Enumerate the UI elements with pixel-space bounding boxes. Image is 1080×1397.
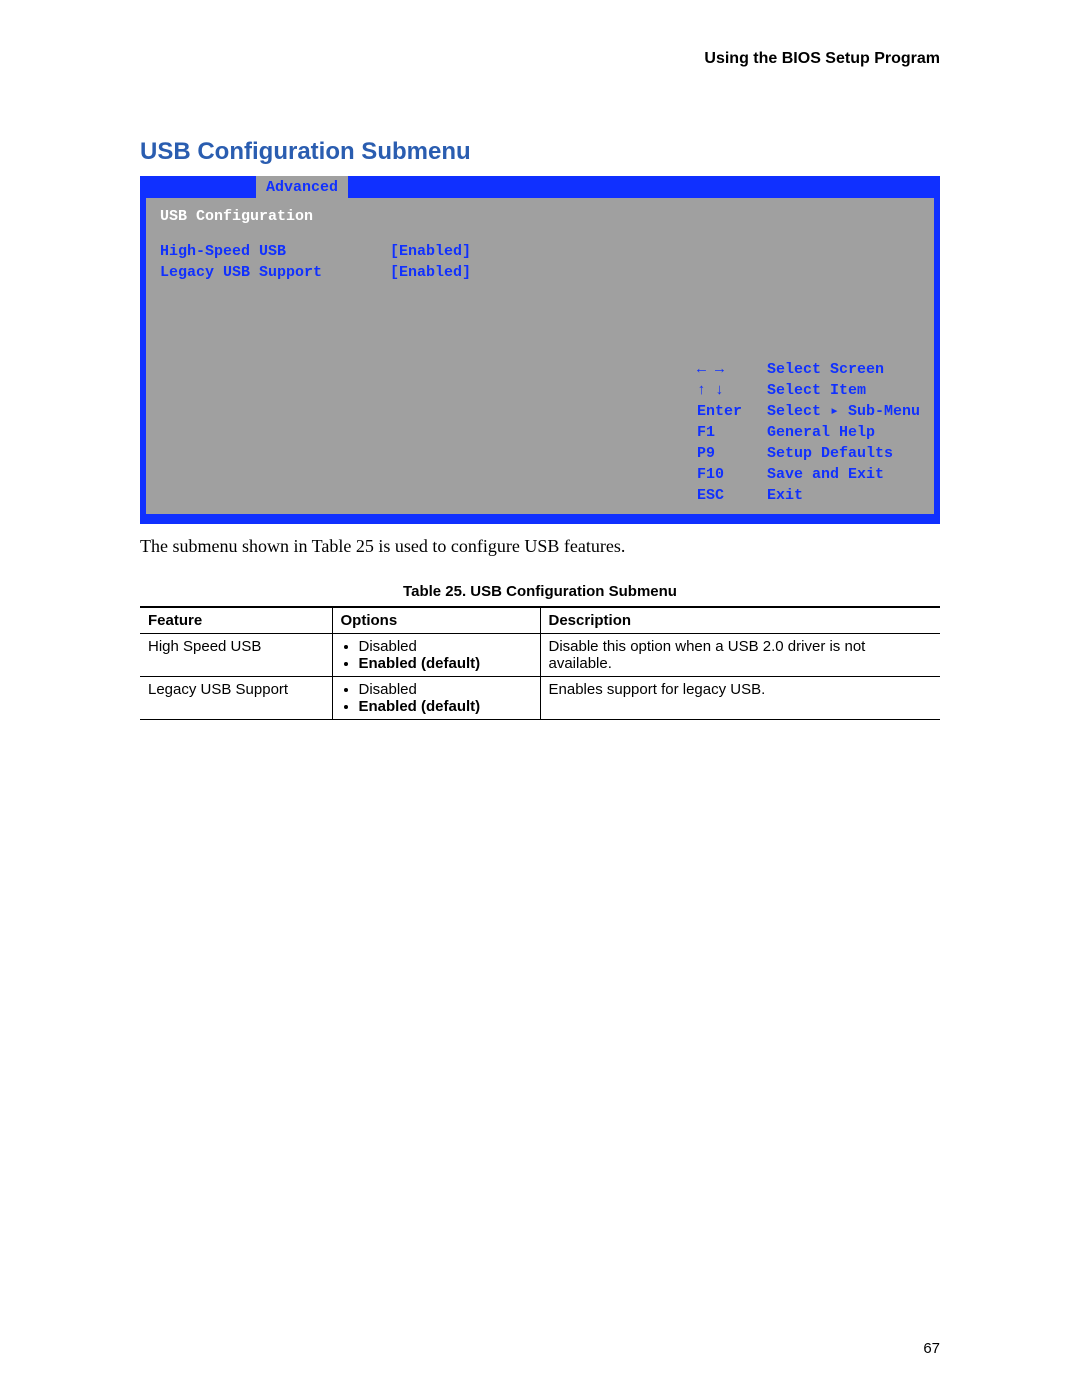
bios-legend-row: ↑ ↓ Select Item [697, 380, 920, 401]
options-list: Disabled Enabled (default) [341, 681, 532, 715]
bios-bottombar [146, 514, 934, 524]
page-header-right: Using the BIOS Setup Program [140, 50, 940, 68]
bios-tab-advanced: Advanced [256, 176, 348, 198]
feature-table: Feature Options Description High Speed U… [140, 606, 940, 720]
table-caption: Table 25. USB Configuration Submenu [140, 583, 940, 600]
td-feature: Legacy USB Support [140, 677, 332, 720]
td-options: Disabled Enabled (default) [332, 634, 540, 677]
legend-key: ← → [697, 359, 767, 380]
bios-body: USB Configuration High-Speed USB [Enable… [146, 198, 934, 514]
table-row: Legacy USB Support Disabled Enabled (def… [140, 677, 940, 720]
option-item: Enabled (default) [359, 655, 532, 672]
legend-key: F1 [697, 422, 767, 443]
bios-screenshot: Advanced USB Configuration High-Speed US… [140, 176, 940, 524]
bios-row: High-Speed USB [Enabled] [160, 241, 920, 262]
bios-legend-row: Enter Select ▸ Sub-Menu [697, 401, 920, 422]
bios-legend-row: ESC Exit [697, 485, 920, 506]
legend-action: General Help [767, 422, 875, 443]
legend-key: ↑ ↓ [697, 380, 767, 401]
th-feature: Feature [140, 607, 332, 634]
th-description: Description [540, 607, 940, 634]
bios-option-value: [Enabled] [390, 262, 471, 283]
page-container: Using the BIOS Setup Program USB Configu… [0, 0, 1080, 760]
caption-text: The submenu shown in Table 25 is used to… [140, 536, 940, 557]
bios-legend: ← → Select Screen ↑ ↓ Select Item Enter … [697, 359, 920, 506]
legend-action: Select Item [767, 380, 866, 401]
bios-legend-row: ← → Select Screen [697, 359, 920, 380]
bios-option-value: [Enabled] [390, 241, 471, 262]
legend-action: Select Screen [767, 359, 884, 380]
bios-topbar: Advanced [146, 176, 934, 198]
td-feature: High Speed USB [140, 634, 332, 677]
options-list: Disabled Enabled (default) [341, 638, 532, 672]
table-row: High Speed USB Disabled Enabled (default… [140, 634, 940, 677]
page-number: 67 [923, 1340, 940, 1357]
td-options: Disabled Enabled (default) [332, 677, 540, 720]
bios-legend-row: P9 Setup Defaults [697, 443, 920, 464]
legend-action: Exit [767, 485, 803, 506]
legend-action: Select ▸ Sub-Menu [767, 401, 920, 422]
legend-key: F10 [697, 464, 767, 485]
section-title: USB Configuration Submenu [140, 138, 940, 166]
legend-key: ESC [697, 485, 767, 506]
option-item: Disabled [359, 638, 532, 655]
td-description: Enables support for legacy USB. [540, 677, 940, 720]
legend-action: Save and Exit [767, 464, 884, 485]
table-header-row: Feature Options Description [140, 607, 940, 634]
option-item: Disabled [359, 681, 532, 698]
bios-option-label: Legacy USB Support [160, 262, 390, 283]
bios-section-label: USB Configuration [160, 206, 920, 227]
legend-key: P9 [697, 443, 767, 464]
bios-legend-row: F1 General Help [697, 422, 920, 443]
bios-option-label: High-Speed USB [160, 241, 390, 262]
td-description: Disable this option when a USB 2.0 drive… [540, 634, 940, 677]
bios-row: Legacy USB Support [Enabled] [160, 262, 920, 283]
th-options: Options [332, 607, 540, 634]
bios-legend-row: F10 Save and Exit [697, 464, 920, 485]
option-item: Enabled (default) [359, 698, 532, 715]
legend-action: Setup Defaults [767, 443, 893, 464]
legend-key: Enter [697, 401, 767, 422]
